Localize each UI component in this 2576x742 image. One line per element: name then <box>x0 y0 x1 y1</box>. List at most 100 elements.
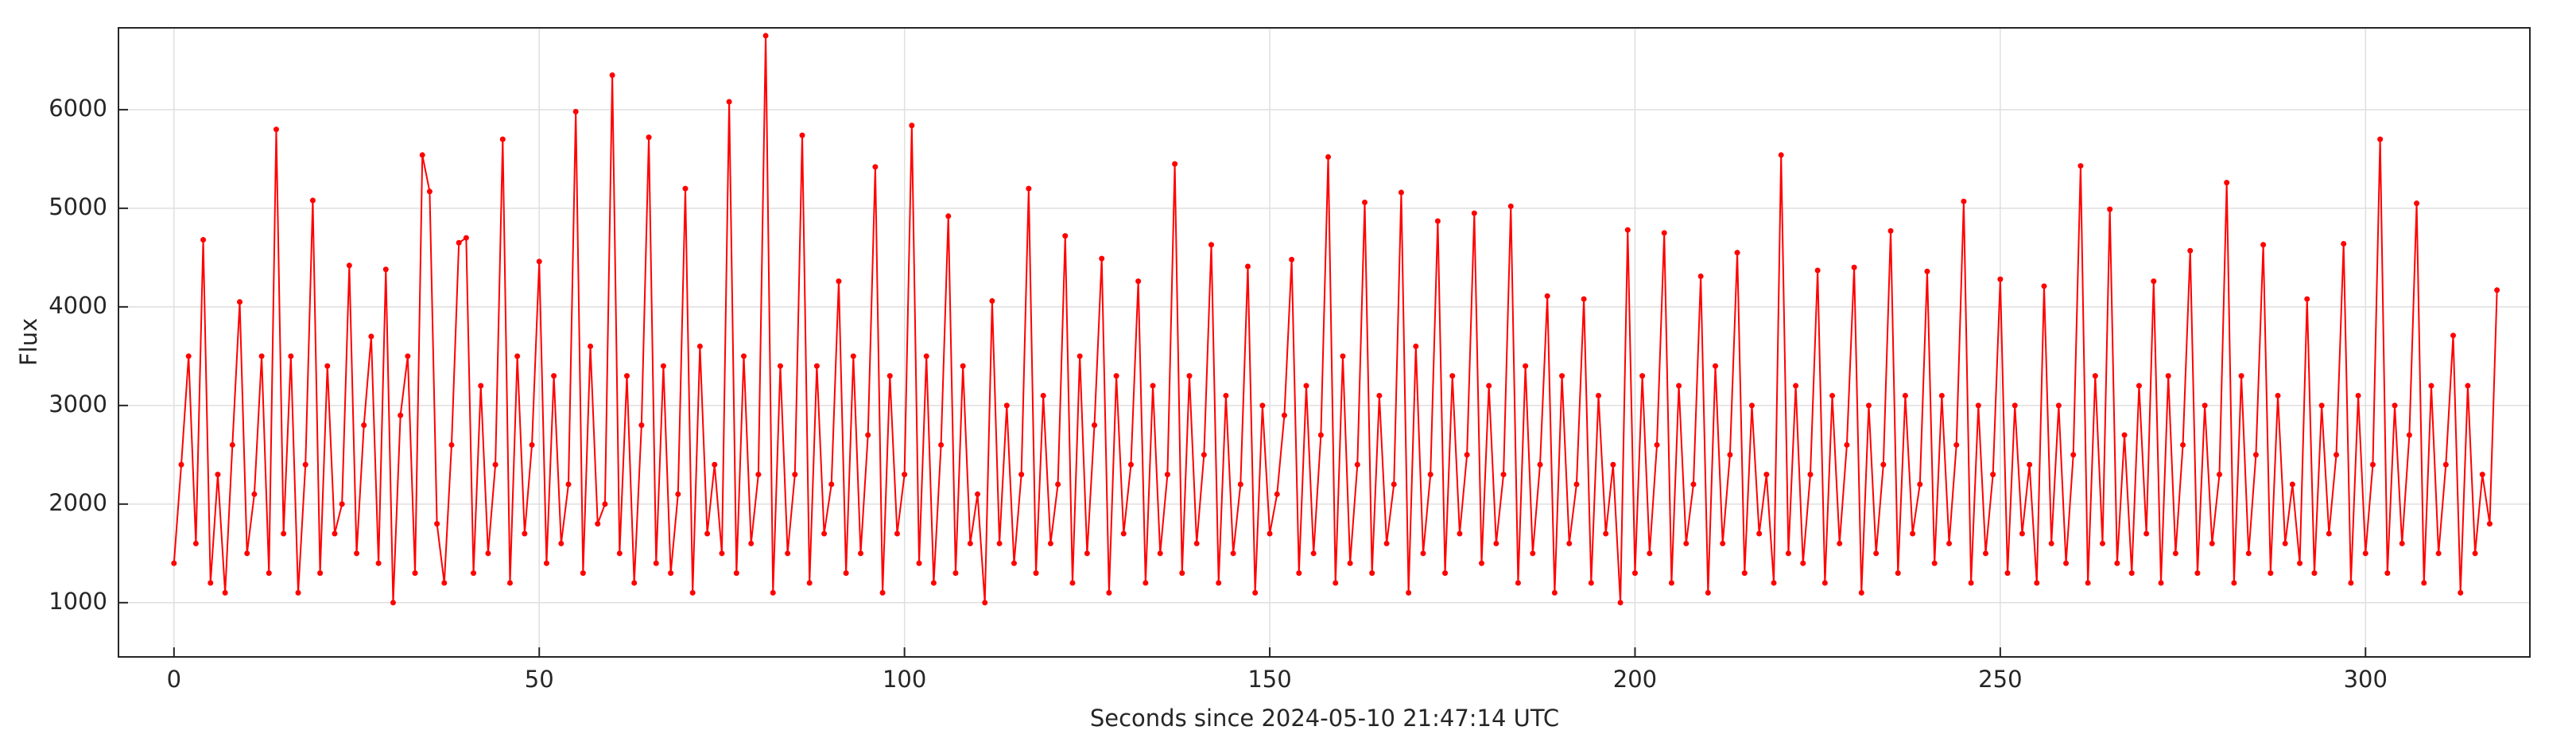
data-point <box>1193 540 1200 546</box>
data-point <box>178 461 184 468</box>
data-point <box>1172 161 1178 167</box>
data-point <box>506 580 513 586</box>
data-point <box>2048 540 2054 546</box>
data-point <box>2077 163 2084 169</box>
y-tick-label: 3000 <box>48 390 107 418</box>
data-point <box>2304 296 2310 302</box>
data-point <box>1354 461 1360 468</box>
data-point <box>273 126 279 133</box>
data-point <box>646 134 652 141</box>
data-point <box>2085 580 2091 586</box>
data-point <box>1208 242 1215 248</box>
data-point <box>1216 580 1222 586</box>
data-point <box>967 540 973 546</box>
data-point <box>2406 432 2412 438</box>
data-point <box>1325 153 1332 160</box>
data-point <box>2202 402 2208 409</box>
data-point <box>609 72 615 79</box>
data-point <box>1223 392 1229 398</box>
data-point <box>696 343 703 349</box>
data-point <box>2027 461 2033 468</box>
data-point <box>1055 481 1061 488</box>
data-point <box>2355 392 2361 398</box>
data-point <box>1479 560 1485 566</box>
data-point <box>529 441 535 448</box>
data-point <box>478 383 484 389</box>
data-point <box>1566 540 1573 546</box>
data-point <box>872 164 879 170</box>
data-point <box>361 422 367 429</box>
data-point <box>1946 540 1953 546</box>
data-point <box>1040 392 1046 398</box>
data-point <box>499 136 506 142</box>
data-point <box>894 530 900 537</box>
data-point <box>1961 198 1967 204</box>
data-point <box>1376 392 1383 398</box>
data-point <box>938 441 945 448</box>
data-point <box>638 422 645 429</box>
data-point <box>1237 481 1243 488</box>
data-point <box>595 521 601 527</box>
data-point <box>1581 296 1587 302</box>
data-point <box>1033 570 1039 577</box>
data-point <box>2041 283 2047 289</box>
data-point <box>2260 242 2267 248</box>
data-point <box>916 560 922 566</box>
data-point <box>288 353 294 359</box>
data-point <box>2458 589 2464 596</box>
data-point <box>982 600 988 606</box>
data-point <box>1515 580 1521 586</box>
data-point <box>675 491 681 497</box>
data-point <box>2252 452 2259 458</box>
data-point <box>192 540 199 546</box>
data-point <box>1150 383 1156 389</box>
data-point <box>1705 589 1711 596</box>
data-point <box>346 262 352 269</box>
data-point <box>2494 287 2500 293</box>
data-point <box>2172 550 2178 557</box>
data-point <box>1361 199 1368 205</box>
data-point <box>295 589 301 596</box>
data-point <box>689 589 696 596</box>
data-point <box>1099 255 1105 262</box>
data-point <box>1697 273 1704 279</box>
data-point <box>930 580 937 586</box>
data-point <box>1741 570 1748 577</box>
data-point <box>828 481 835 488</box>
data-point <box>1814 267 1821 274</box>
data-point <box>302 461 308 468</box>
data-point <box>1537 461 1543 468</box>
data-point <box>1493 540 1499 546</box>
data-point <box>1763 472 1770 478</box>
data-point <box>1880 461 1887 468</box>
y-tick-label: 6000 <box>48 95 107 122</box>
data-point <box>2465 383 2471 389</box>
data-point <box>1084 550 1090 557</box>
data-point <box>309 197 316 204</box>
data-point <box>1785 550 1791 557</box>
data-point <box>1530 550 1536 557</box>
data-point <box>996 540 1003 546</box>
data-point <box>1383 540 1390 546</box>
data-point <box>975 491 981 497</box>
data-point <box>733 570 739 577</box>
data-point <box>2384 570 2391 577</box>
data-point <box>2151 278 2157 285</box>
data-point <box>185 353 192 359</box>
data-point <box>1449 373 1456 379</box>
data-point <box>1544 293 1550 299</box>
data-point <box>704 530 711 537</box>
data-point <box>2275 392 2281 398</box>
data-point <box>741 353 747 359</box>
x-tick-label: 100 <box>883 666 926 693</box>
data-point <box>1851 264 1857 270</box>
data-point <box>909 122 915 129</box>
data-point <box>1427 472 1433 478</box>
data-point <box>339 501 345 507</box>
data-point <box>2092 373 2098 379</box>
data-point <box>1003 402 1010 409</box>
data-point <box>1442 570 1449 577</box>
data-point <box>1990 472 1996 478</box>
data-point <box>902 472 908 478</box>
